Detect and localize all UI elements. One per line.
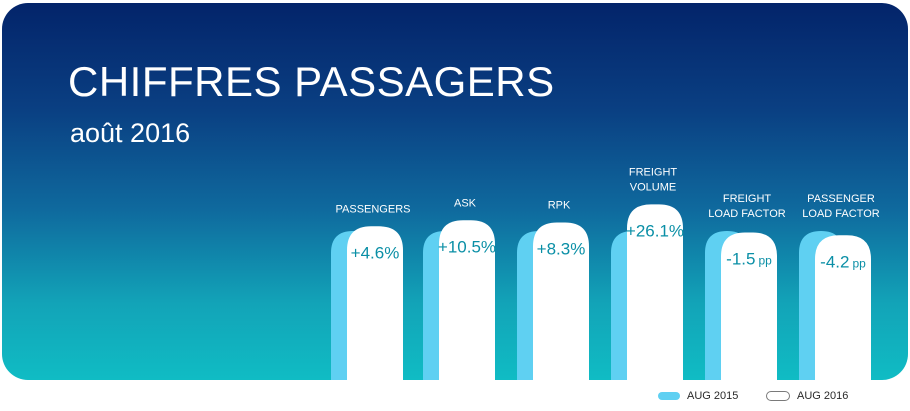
legend-swatch-aug-2016 (766, 391, 790, 401)
bar-aug-2016 (439, 220, 495, 380)
category-label: LOAD FACTOR (708, 208, 785, 220)
change-value-label: +10.5% (438, 237, 496, 256)
change-value-label: -4.2 pp (820, 252, 866, 271)
bar-aug-2016 (347, 226, 403, 380)
category-label: PASSENGER (807, 193, 875, 205)
legend-label-aug-2015: AUG 2015 (687, 390, 739, 402)
legend-item-aug-2015: AUG 2015 (658, 388, 738, 404)
bar-aug-2016 (815, 235, 871, 380)
category-label: FREIGHT (723, 193, 772, 205)
category-label: PASSENGERS (336, 203, 411, 215)
legend-label-aug-2016: AUG 2016 (797, 390, 849, 402)
change-value-label: +4.6% (351, 243, 400, 262)
bar-aug-2016 (627, 204, 683, 380)
bar-aug-2016 (533, 222, 589, 380)
legend-item-aug-2016: AUG 2016 (766, 388, 848, 404)
category-label: RPK (548, 200, 571, 212)
chart-subtitle: août 2016 (70, 118, 191, 148)
change-value-label: +26.1% (626, 221, 684, 240)
category-label: ASK (454, 197, 477, 209)
change-value-label: +8.3% (537, 240, 586, 259)
change-value-label: -1.5 pp (726, 250, 772, 269)
category-label: VOLUME (630, 181, 676, 193)
chart-title: CHIFFRES PASSAGERS (68, 58, 555, 105)
legend-swatch-aug-2015 (658, 392, 680, 400)
category-label: LOAD FACTOR (802, 208, 879, 220)
bar-aug-2016 (721, 232, 777, 380)
category-label: FREIGHT (629, 166, 678, 178)
